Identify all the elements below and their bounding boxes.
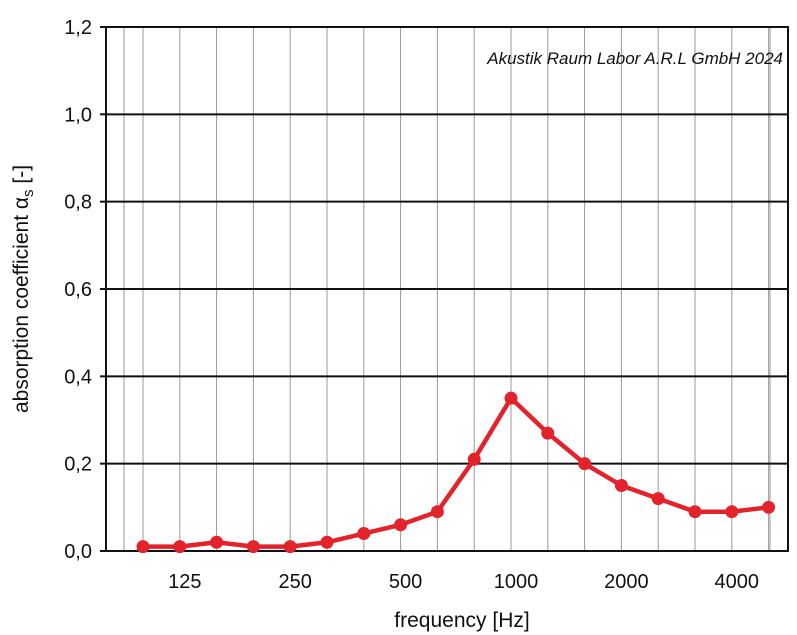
x-tick-label: 1000: [494, 571, 539, 593]
data-point: [504, 391, 518, 405]
data-point: [467, 452, 481, 466]
data-point: [688, 505, 702, 519]
data-point: [320, 535, 334, 549]
x-tick-label: 500: [389, 571, 422, 593]
data-point: [651, 492, 665, 506]
data-point: [136, 540, 150, 554]
data-point: [725, 505, 739, 519]
data-point: [614, 479, 628, 492]
y-tick-label: 0,6: [64, 279, 92, 301]
data-point: [210, 535, 224, 549]
data-point: [357, 527, 371, 541]
x-tick-label: 125: [168, 571, 201, 593]
y-tick-label: 0,8: [64, 192, 92, 214]
y-axis-title-subscript: s: [20, 189, 37, 197]
data-point: [283, 540, 297, 554]
data-point: [173, 540, 187, 554]
y-axis-title-main: absorption coefficient α: [10, 197, 33, 413]
data-point: [246, 540, 260, 554]
y-tick-label: 0,0: [64, 541, 92, 563]
data-point: [394, 518, 408, 532]
y-axis-title: absorption coefficient αs [-]: [10, 165, 37, 413]
x-tick-label: 4000: [715, 571, 760, 593]
y-tick-label: 1,0: [64, 104, 92, 126]
y-tick-label: 0,2: [64, 454, 92, 476]
plot-area-frame: [105, 26, 789, 552]
y-tick-label: 1,2: [64, 17, 92, 39]
data-series: [136, 391, 776, 554]
x-axis-tick-labels: 125 250 500 1000 2000 4000: [168, 571, 759, 593]
data-point: [578, 457, 592, 471]
y-axis-tick-labels: 0,0 0,2 0,4 0,6 0,8 1,0 1,2: [64, 17, 92, 563]
data-point: [762, 500, 776, 514]
y-tick-label: 0,4: [64, 366, 92, 388]
x-axis-title: frequency [Hz]: [394, 609, 529, 632]
x-tick-label: 250: [279, 571, 312, 593]
y-axis-title-suffix: [-]: [10, 165, 33, 190]
x-tick-label: 2000: [604, 571, 649, 593]
data-point: [541, 426, 555, 440]
chart-annotation: Akustik Raum Labor A.R.L GmbH 2024: [486, 49, 783, 68]
data-point: [430, 505, 444, 519]
